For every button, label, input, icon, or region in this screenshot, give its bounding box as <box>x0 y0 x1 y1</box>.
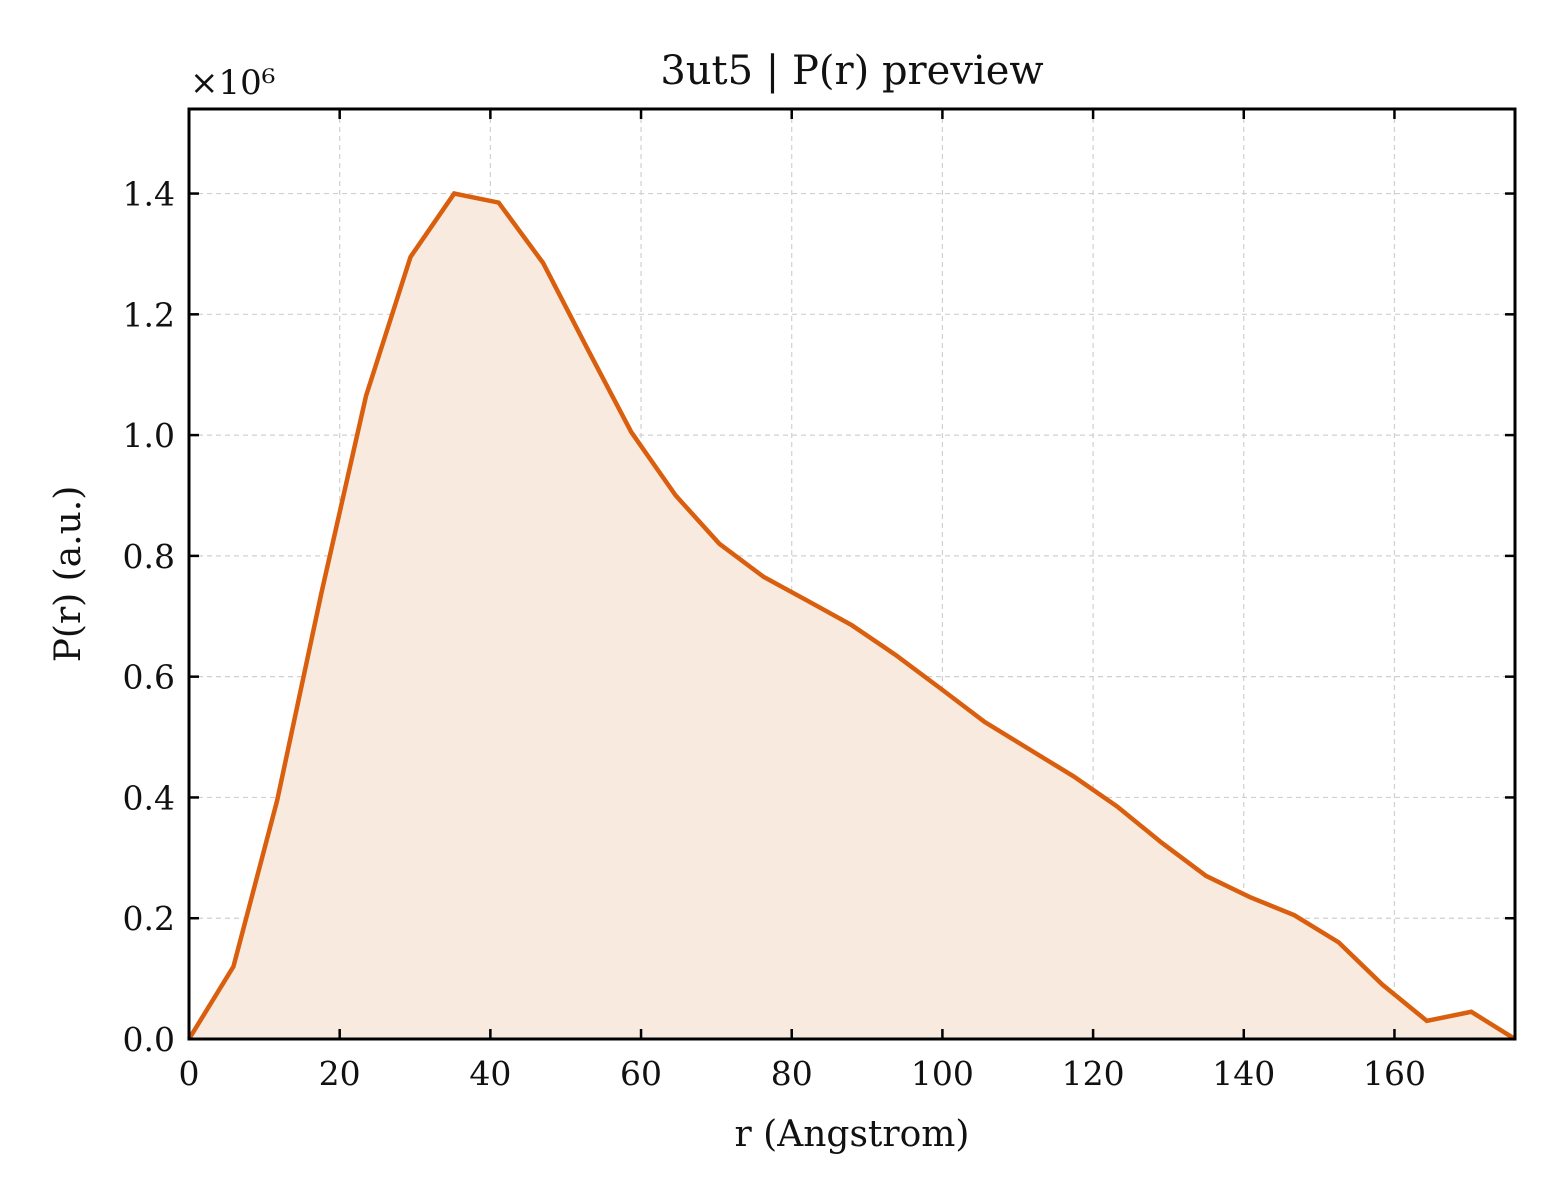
data-point <box>320 590 324 594</box>
data-point <box>806 599 810 603</box>
data-point <box>1160 841 1164 845</box>
y-tick-label: 1.2 <box>123 295 175 334</box>
x-tick-label: 60 <box>620 1054 662 1093</box>
data-point <box>717 542 721 546</box>
y-tick-label: 0.6 <box>123 658 175 697</box>
y-tick-label: 1.4 <box>123 175 175 214</box>
data-point <box>1425 1019 1429 1023</box>
data-point <box>452 192 456 196</box>
y-axis-ticks: 0.0 0.2 0.4 0.6 0.8 1.0 1.2 1.4 <box>123 175 1515 1059</box>
data-point <box>850 623 854 627</box>
y-tick-label: 0.2 <box>123 899 175 938</box>
data-point <box>983 720 987 724</box>
data-point <box>1248 895 1252 899</box>
data-point <box>497 201 501 205</box>
data-point <box>585 346 589 350</box>
data-point <box>541 261 545 265</box>
data-point <box>1292 913 1296 917</box>
x-tick-label: 40 <box>469 1054 511 1093</box>
data-point <box>1027 747 1031 751</box>
x-axis-label: r (Angstrom) <box>735 1114 970 1155</box>
plot-frame <box>187 107 1517 1041</box>
y-tick-label: 0.8 <box>123 537 175 576</box>
data-point <box>1469 1010 1473 1014</box>
y-tick-label: 1.0 <box>123 416 175 455</box>
data-point <box>364 394 368 398</box>
x-axis-ticks: 0 20 40 60 80 100 120 140 160 <box>179 109 1426 1093</box>
area-fill <box>189 193 1515 1040</box>
x-tick-label: 80 <box>771 1054 813 1093</box>
series-line <box>187 191 1517 1041</box>
data-point <box>894 654 898 658</box>
x-tick-label: 160 <box>1363 1054 1426 1093</box>
y-axis-label: P(r) (a.u.) <box>48 486 89 663</box>
x-tick-label: 140 <box>1212 1054 1275 1093</box>
data-point <box>939 687 943 691</box>
y-tick-label: 0.0 <box>123 1020 175 1059</box>
data-point <box>1204 874 1208 878</box>
x-tick-label: 120 <box>1062 1054 1125 1093</box>
y-axis-multiplier: ×10⁶ <box>190 63 275 103</box>
data-point <box>231 965 235 969</box>
y-tick-label: 0.4 <box>123 778 175 817</box>
data-point <box>275 798 279 802</box>
data-point <box>1072 774 1076 778</box>
data-point <box>762 575 766 579</box>
data-point <box>629 430 633 434</box>
x-tick-label: 100 <box>911 1054 974 1093</box>
chart-title: 3ut5 | P(r) preview <box>660 48 1043 94</box>
data-point <box>674 493 678 497</box>
data-point <box>409 255 413 259</box>
x-tick-label: 0 <box>179 1054 200 1093</box>
data-point <box>1115 805 1119 809</box>
data-point <box>1337 940 1341 944</box>
x-tick-label: 20 <box>319 1054 361 1093</box>
data-point <box>1380 983 1384 987</box>
